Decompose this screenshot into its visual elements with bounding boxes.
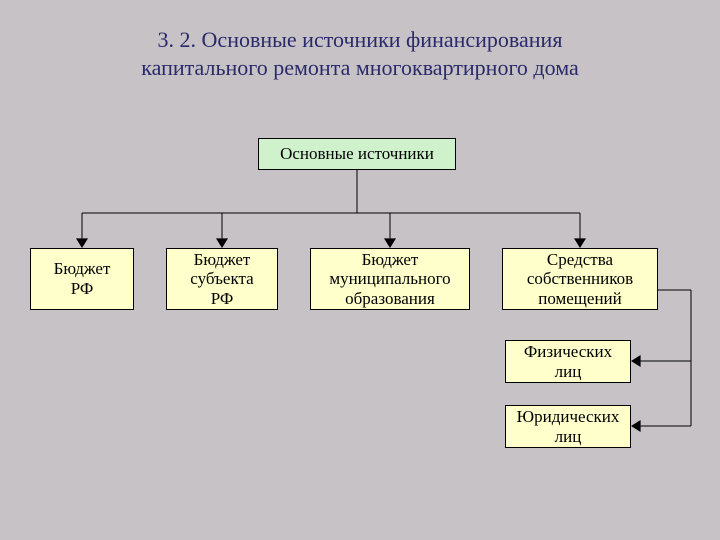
node-individuals: Физическихлиц [505,340,631,383]
node-owners-funds-label: Средствасобственниковпомещений [527,250,633,309]
title-line2: капитального ремонта многоквартирного до… [141,55,578,80]
node-individuals-label: Физическихлиц [524,342,612,381]
node-budget-subject-label: БюджетсубъектаРФ [190,250,253,309]
node-legal-entities: Юридическихлиц [505,405,631,448]
node-root: Основные источники [258,138,456,170]
node-budget-municipal-label: Бюджетмуниципальногообразования [329,250,450,309]
diagram-title: 3. 2. Основные источники финансирования … [0,0,720,81]
node-legal-entities-label: Юридическихлиц [517,407,620,446]
node-budget-municipal: Бюджетмуниципальногообразования [310,248,470,310]
node-budget-rf: БюджетРФ [30,248,134,310]
title-line1: 3. 2. Основные источники финансирования [158,27,563,52]
node-budget-subject: БюджетсубъектаРФ [166,248,278,310]
node-budget-rf-label: БюджетРФ [54,259,111,298]
node-owners-funds: Средствасобственниковпомещений [502,248,658,310]
node-root-label: Основные источники [280,144,434,164]
